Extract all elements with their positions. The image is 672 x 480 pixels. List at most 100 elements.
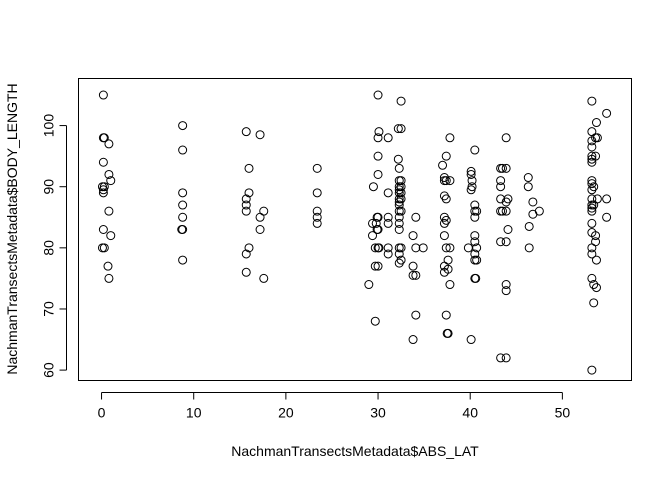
data-point — [501, 133, 511, 143]
data-point — [373, 90, 383, 100]
data-point — [244, 163, 254, 173]
y-tick-label: 70 — [41, 301, 57, 317]
data-point — [602, 212, 612, 222]
data-point — [408, 270, 418, 280]
data-point — [496, 237, 506, 247]
data-point — [497, 206, 507, 216]
data-point — [396, 188, 406, 198]
data-point — [441, 151, 451, 161]
data-point — [445, 176, 455, 186]
data-point — [591, 118, 601, 128]
data-point — [592, 194, 602, 204]
data-point — [244, 243, 254, 253]
data-point — [439, 231, 449, 241]
data-point — [396, 124, 406, 134]
data-point — [524, 243, 534, 253]
data-point — [104, 169, 114, 179]
data-point — [396, 194, 406, 204]
data-point — [178, 200, 188, 210]
data-point — [373, 225, 383, 234]
data-point — [104, 206, 114, 216]
data-point — [394, 212, 404, 222]
x-axis-label: NachmanTransectsMetadata$ABS_LAT — [231, 443, 479, 459]
data-point — [470, 200, 480, 210]
data-point — [373, 151, 383, 161]
data-point — [408, 261, 418, 271]
data-point — [178, 212, 188, 222]
data-point — [393, 154, 403, 164]
data-point — [441, 194, 451, 204]
data-point — [602, 194, 612, 204]
data-point — [312, 218, 322, 228]
data-point — [396, 176, 406, 186]
x-tick-label: 30 — [370, 405, 386, 421]
data-point — [466, 335, 476, 345]
data-point — [587, 151, 597, 161]
data-point — [534, 206, 544, 216]
data-point — [98, 157, 108, 167]
data-point — [589, 298, 599, 308]
y-tick-label: 80 — [41, 240, 57, 256]
data-point — [178, 255, 188, 265]
data-point — [445, 243, 455, 253]
data-point — [438, 160, 448, 170]
data-point — [411, 310, 421, 320]
data-point — [501, 206, 511, 216]
data-point — [244, 188, 254, 198]
data-point — [587, 218, 597, 228]
data-point — [396, 243, 406, 253]
data-point — [602, 108, 612, 118]
data-point — [445, 133, 455, 143]
x-tick-label: 20 — [278, 405, 294, 421]
data-point — [370, 316, 380, 326]
data-point — [471, 273, 481, 283]
data-point — [241, 206, 251, 216]
x-tick-label: 0 — [98, 405, 106, 421]
data-point — [178, 145, 188, 155]
data-point — [466, 166, 476, 176]
data-point — [463, 243, 473, 253]
data-point — [587, 194, 597, 204]
data-point — [501, 237, 511, 247]
data-point — [496, 353, 506, 363]
data-point — [259, 273, 269, 283]
data-point — [470, 255, 480, 265]
data-point — [587, 206, 597, 216]
data-point — [501, 163, 511, 173]
data-point — [591, 231, 601, 241]
data-point — [523, 173, 533, 183]
y-tick-label: 60 — [41, 362, 57, 378]
data-point — [496, 182, 506, 192]
data-point — [373, 261, 383, 271]
data-point — [368, 218, 378, 228]
data-point — [587, 176, 597, 186]
data-point — [97, 243, 107, 253]
data-point — [472, 206, 482, 216]
data-point — [587, 96, 597, 106]
plot-frame — [78, 78, 632, 381]
data-point — [312, 188, 322, 198]
data-point — [497, 163, 507, 173]
data-point — [411, 243, 421, 253]
x-tick-label: 10 — [186, 405, 202, 421]
data-point — [99, 182, 109, 192]
data-point — [241, 249, 251, 259]
data-point — [371, 218, 381, 228]
data-point — [443, 328, 453, 338]
data-point — [103, 261, 113, 271]
data-point — [592, 133, 602, 143]
data-point — [255, 225, 265, 234]
data-point — [470, 212, 480, 222]
data-point — [383, 218, 393, 228]
data-point — [441, 310, 451, 320]
data-point — [370, 261, 380, 271]
data-point — [98, 225, 108, 234]
data-point — [470, 145, 480, 155]
x-tick-label: 40 — [462, 405, 478, 421]
data-point — [99, 133, 109, 143]
data-point — [524, 221, 534, 231]
data-point — [383, 212, 393, 222]
data-point — [396, 206, 406, 216]
data-points — [97, 90, 612, 375]
data-point — [396, 96, 406, 106]
